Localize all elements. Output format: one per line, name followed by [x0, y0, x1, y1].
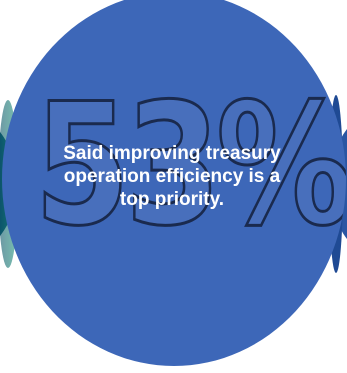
- stat-statement: Said improving treasury operation effici…: [63, 143, 281, 210]
- stat-value: 53%: [33, 67, 346, 263]
- main-stat-circle: 53%: [2, 0, 346, 366]
